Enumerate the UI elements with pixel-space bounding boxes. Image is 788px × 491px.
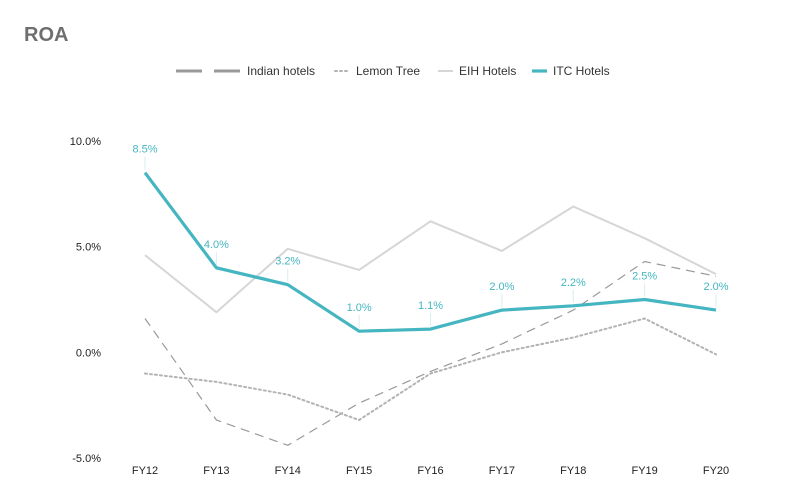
legend-label: Lemon Tree — [356, 64, 420, 78]
y-tick-label: -5.0% — [72, 453, 101, 465]
data-label: 8.5% — [132, 144, 157, 156]
data-label: 2.2% — [561, 277, 586, 289]
legend-label: ITC Hotels — [553, 64, 610, 78]
chart-title: ROA — [24, 24, 69, 46]
legend-label: Indian hotels — [247, 64, 315, 78]
data-label: 4.0% — [204, 239, 229, 251]
x-tick-label: FY14 — [275, 465, 301, 477]
data-label: 1.1% — [418, 300, 443, 312]
x-tick-label: FY12 — [132, 465, 158, 477]
y-tick-label: 5.0% — [76, 242, 101, 254]
x-tick-label: FY13 — [203, 465, 229, 477]
x-axis: FY12 FY13 FY14 FY15 FY16 FY17 FY18 FY19 FY20 — [132, 465, 729, 477]
x-tick-label: FY16 — [417, 465, 443, 477]
legend: Indian hotels Lemon Tree EIH Hotels ITC Hot… — [176, 64, 610, 78]
series-lines — [143, 171, 717, 446]
data-label: 2.0% — [489, 281, 514, 293]
data-label: 1.0% — [347, 302, 372, 314]
x-tick-label: FY15 — [346, 465, 372, 477]
data-labels: 8.5% 4.0% 3.2% 1.0% 1.1% 2.0% 2.2% 2.5% 2.0% — [132, 144, 729, 329]
x-tick-label: FY18 — [560, 465, 586, 477]
x-tick-label: FY19 — [631, 465, 657, 477]
y-tick-label: 0.0% — [76, 347, 101, 359]
series-line-lemon-tree — [144, 317, 717, 421]
y-tick-label: 10.0% — [70, 136, 101, 148]
series-line-indian-hotels — [144, 260, 717, 446]
data-label: 3.2% — [275, 256, 300, 268]
data-label: 2.5% — [632, 271, 657, 283]
x-tick-label: FY17 — [489, 465, 515, 477]
series-line-itc-hotels — [143, 171, 717, 333]
y-axis: 10.0% 5.0% 0.0% -5.0% — [70, 136, 101, 465]
series-line-eih-hotels — [144, 205, 717, 314]
data-label: 2.0% — [703, 281, 728, 293]
x-tick-label: FY20 — [703, 465, 729, 477]
legend-label: EIH Hotels — [459, 64, 516, 78]
